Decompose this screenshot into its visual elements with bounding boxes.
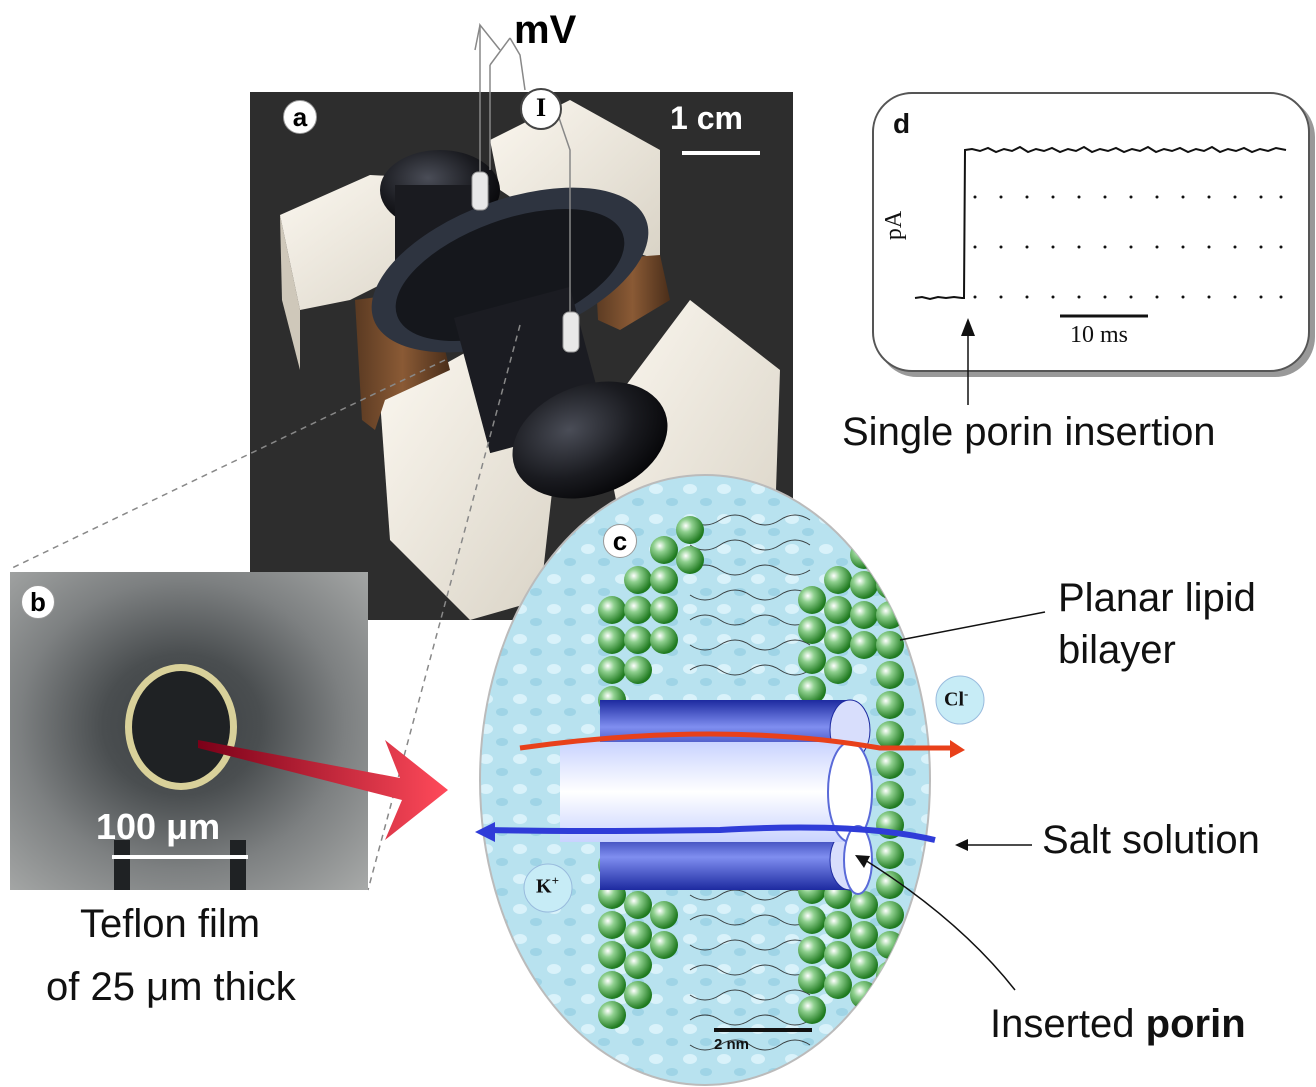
panel-b-photo — [10, 572, 368, 890]
pointer-porin — [864, 859, 1016, 991]
chamber-block — [280, 215, 300, 370]
caption-single-insertion: Single porin insertion — [842, 410, 1216, 454]
teflon-aperture — [125, 664, 237, 790]
label-salt-solution: Salt solution — [1042, 818, 1260, 862]
cation-label: K+ — [536, 873, 559, 899]
lipid-heads-left — [598, 516, 704, 1029]
zoom-arrow — [198, 740, 448, 840]
anion-bubble — [935, 675, 985, 725]
anion-charge: - — [964, 686, 969, 701]
current-trace-line — [914, 145, 1287, 301]
panel-a-letter: a — [283, 100, 317, 134]
black-cylinder-face — [512, 381, 668, 499]
wire — [556, 111, 571, 312]
current-meter-icon: I — [520, 88, 562, 130]
caption-b-line1: Teflon film — [80, 902, 261, 946]
caption-b-line2: of 25 μm thick — [46, 965, 296, 1009]
anion-flow-arrow — [519, 731, 950, 751]
label-porin-bold: porin — [1145, 1002, 1246, 1046]
reference-levels — [973, 195, 1283, 299]
zoom-line — [11, 359, 446, 569]
lipid-tails — [689, 514, 811, 1051]
scale-label-c: 2 nm — [714, 1036, 750, 1053]
cation-flow-arrow — [489, 824, 936, 843]
current-meter-label: I — [535, 93, 547, 122]
cation-charge: + — [551, 873, 559, 888]
cation-symbol: K — [536, 875, 552, 898]
pointer-bilayer — [899, 611, 1046, 641]
label-bilayer-line2: bilayer — [1058, 628, 1176, 672]
y-unit-label: pA — [881, 210, 908, 241]
label-bilayer-line1: Planar lipid — [1058, 576, 1256, 620]
label-inserted-porin: Inserted porin — [990, 1000, 1246, 1048]
electrode — [562, 311, 580, 353]
scale-label-a: 1 cm — [670, 100, 743, 136]
voltage-label: mV — [514, 8, 577, 52]
wire — [509, 37, 526, 91]
panel-d-frame — [872, 92, 1310, 372]
label-porin-prefix: Inserted — [990, 1002, 1146, 1046]
scale-bar-b — [112, 855, 248, 859]
panel-d-letter: d — [893, 108, 911, 139]
panel-c-letter: c — [603, 524, 637, 558]
panel-b-letter: b — [21, 585, 55, 619]
anion-symbol: Cl — [944, 688, 964, 711]
anion-label: Cl- — [944, 686, 968, 712]
scale-label-b: 100 μm — [96, 806, 221, 847]
time-scale-label: 10 ms — [1070, 322, 1129, 348]
cation-bubble — [523, 863, 573, 913]
